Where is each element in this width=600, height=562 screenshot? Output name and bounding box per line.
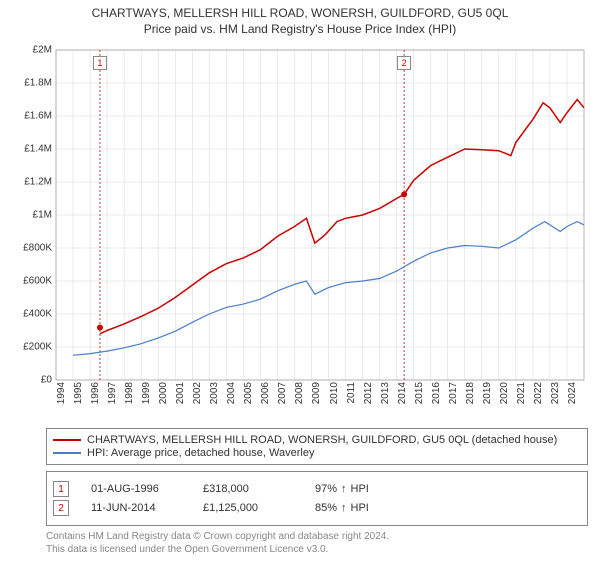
sale-row-1: 1 01-AUG-1996 £318,000 97% ↑ HPI bbox=[53, 481, 581, 497]
title-line1: CHARTWAYS, MELLERSH HILL ROAD, WONERSH, … bbox=[6, 6, 594, 20]
arrow-up-icon: ↑ bbox=[341, 502, 347, 514]
legend-swatch-property bbox=[53, 439, 81, 441]
sale-price-2: £1,125,000 bbox=[203, 502, 293, 514]
chart-area: £0£200K£400K£600K£800K£1M£1.2M£1.4M£1.6M… bbox=[6, 40, 594, 420]
legend-label-hpi: HPI: Average price, detached house, Wave… bbox=[87, 447, 314, 459]
sale-date-1: 01-AUG-1996 bbox=[91, 483, 181, 495]
footer-line1: Contains HM Land Registry data © Crown c… bbox=[46, 530, 588, 543]
chart-marker-1: 1 bbox=[93, 56, 107, 70]
sale-hpi-1: 97% ↑ HPI bbox=[315, 483, 369, 495]
arrow-up-icon: ↑ bbox=[341, 483, 347, 495]
footer-line2: This data is licensed under the Open Gov… bbox=[46, 543, 588, 556]
plot-svg bbox=[56, 50, 584, 380]
legend-row-hpi: HPI: Average price, detached house, Wave… bbox=[53, 447, 581, 459]
plot-area: 12 bbox=[56, 50, 584, 380]
chart-title-block: CHARTWAYS, MELLERSH HILL ROAD, WONERSH, … bbox=[6, 6, 594, 36]
legend-label-property: CHARTWAYS, MELLERSH HILL ROAD, WONERSH, … bbox=[87, 434, 557, 446]
title-line2: Price paid vs. HM Land Registry's House … bbox=[6, 22, 594, 36]
sale-marker-1: 1 bbox=[53, 481, 69, 497]
legend-row-property: CHARTWAYS, MELLERSH HILL ROAD, WONERSH, … bbox=[53, 434, 581, 446]
sale-price-1: £318,000 bbox=[203, 483, 293, 495]
legend: CHARTWAYS, MELLERSH HILL ROAD, WONERSH, … bbox=[46, 428, 588, 465]
sale-date-2: 11-JUN-2014 bbox=[91, 502, 181, 514]
sale-hpi-2: 85% ↑ HPI bbox=[315, 502, 369, 514]
legend-swatch-hpi bbox=[53, 452, 81, 454]
y-axis: £0£200K£400K£600K£800K£1M£1.2M£1.4M£1.6M… bbox=[6, 50, 54, 380]
sale-row-2: 2 11-JUN-2014 £1,125,000 85% ↑ HPI bbox=[53, 500, 581, 516]
sales-table: 1 01-AUG-1996 £318,000 97% ↑ HPI 2 11-JU… bbox=[46, 471, 588, 526]
sale-marker-2: 2 bbox=[53, 500, 69, 516]
footer: Contains HM Land Registry data © Crown c… bbox=[46, 530, 588, 556]
x-axis: 1994199519961997199819992000200120022003… bbox=[56, 380, 584, 420]
chart-marker-2: 2 bbox=[397, 56, 411, 70]
